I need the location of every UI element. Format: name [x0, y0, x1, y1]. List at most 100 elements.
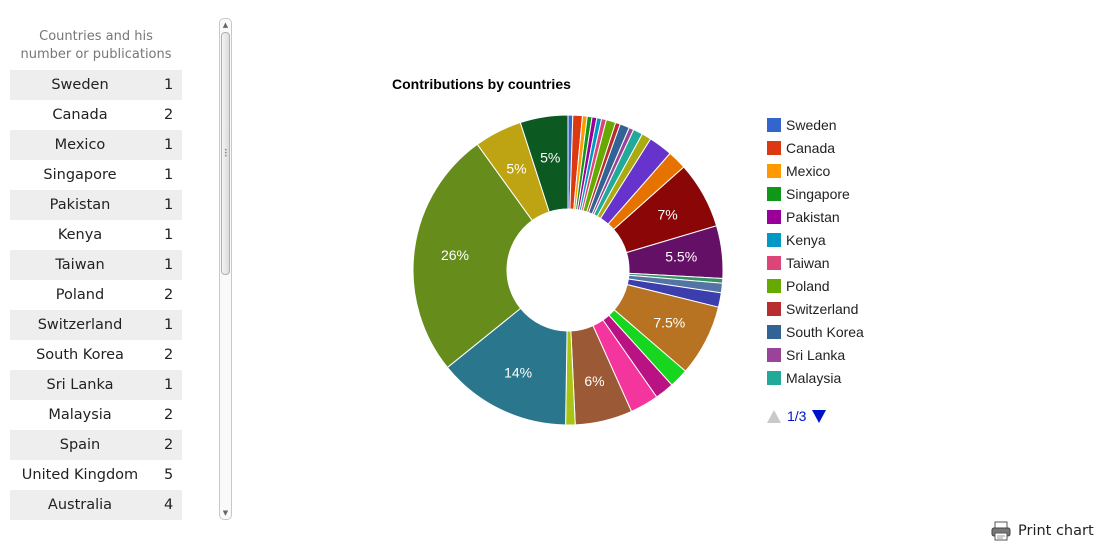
- pager-prev-icon[interactable]: [767, 409, 781, 423]
- country-name: Kenya: [57, 227, 103, 243]
- pager-label: 1/3: [787, 408, 807, 424]
- legend-item[interactable]: Poland: [767, 274, 864, 297]
- slice-label: 5%: [540, 149, 560, 165]
- scroll-down-icon[interactable]: ▼: [222, 509, 229, 517]
- legend-item[interactable]: Kenya: [767, 228, 864, 251]
- legend-swatch: [767, 209, 781, 224]
- legend-swatch: [767, 278, 781, 293]
- legend-label: Canada: [786, 139, 836, 156]
- country-name: Singapore: [43, 167, 117, 183]
- table-row: Sweden 1: [10, 70, 182, 100]
- publication-count: 2: [164, 107, 174, 123]
- legend-swatch: [767, 186, 781, 201]
- table-row: Poland 2: [10, 280, 182, 310]
- publication-count: 1: [164, 167, 174, 183]
- donut-chart: 7% 5.5% 7.5% 6% 14% 26% 5% 5%: [412, 114, 724, 426]
- legend-label: Sri Lanka: [786, 346, 846, 363]
- table-row: Pakistan 1: [10, 190, 182, 220]
- table-row: South Korea 2: [10, 340, 182, 370]
- slice-label: 5.5%: [665, 249, 697, 265]
- list-scrollbar[interactable]: ▲ • • • ▼: [219, 18, 232, 520]
- country-name: Taiwan: [55, 257, 105, 273]
- country-name: United Kingdom: [21, 467, 139, 483]
- legend-swatch: [767, 301, 781, 316]
- publication-count: 1: [164, 257, 174, 273]
- legend-swatch: [767, 232, 781, 247]
- country-name: Sweden: [51, 77, 109, 93]
- legend-pager: 1/3: [767, 408, 827, 424]
- table-row: Singapore 1: [10, 160, 182, 190]
- print-chart-label: Print chart: [1018, 523, 1094, 539]
- legend-item[interactable]: Sri Lanka: [767, 343, 864, 366]
- table-row: Taiwan 1: [10, 250, 182, 280]
- publication-count: 1: [164, 227, 174, 243]
- legend-item[interactable]: Singapore: [767, 182, 864, 205]
- publication-count: 2: [164, 347, 174, 363]
- legend-item[interactable]: Malaysia: [767, 366, 864, 389]
- scroll-thumb[interactable]: • • •: [221, 32, 230, 275]
- legend-swatch: [767, 255, 781, 270]
- publication-count: 1: [164, 197, 174, 213]
- legend-label: Singapore: [786, 185, 850, 202]
- slice-label: 6%: [584, 373, 604, 389]
- publication-count: 1: [164, 377, 174, 393]
- legend-label: Kenya: [786, 231, 826, 248]
- country-name: South Korea: [36, 347, 124, 363]
- legend-item[interactable]: Pakistan: [767, 205, 864, 228]
- pie-slice[interactable]: [446, 307, 568, 426]
- legend-label: Switzerland: [786, 300, 859, 317]
- chart-legend: Sweden Canada Mexico Singapore Pakistan Kenya…: [767, 113, 864, 389]
- country-list-panel: Countries and his number or publications…: [10, 18, 182, 520]
- chart-title: Contributions by countries: [392, 76, 571, 92]
- legend-item[interactable]: Taiwan: [767, 251, 864, 274]
- slice-label: 7.5%: [653, 314, 685, 330]
- country-name: Canada: [52, 107, 108, 123]
- legend-swatch: [767, 370, 781, 385]
- legend-item[interactable]: Mexico: [767, 159, 864, 182]
- grip-icon: • • •: [224, 147, 228, 160]
- publication-count: 5: [164, 467, 174, 483]
- country-name: Pakistan: [49, 197, 111, 213]
- country-name: Australia: [47, 497, 113, 513]
- pie-slice[interactable]: [412, 143, 533, 369]
- print-chart-button[interactable]: Print chart: [990, 520, 1094, 542]
- panel-title: Countries and his number or publications: [20, 29, 172, 62]
- legend-label: Poland: [786, 277, 830, 294]
- country-name: Poland: [55, 287, 105, 303]
- legend-item[interactable]: Canada: [767, 136, 864, 159]
- pager-next-icon[interactable]: [812, 409, 827, 423]
- country-name: Malaysia: [48, 407, 112, 423]
- legend-item[interactable]: Switzerland: [767, 297, 864, 320]
- country-table: Sweden 1 Canada 2 Mexico 1 Singapore 1 Pakistan 1…: [10, 70, 182, 520]
- table-row: Spain 2: [10, 430, 182, 460]
- publication-count: 2: [164, 437, 174, 453]
- legend-swatch: [767, 117, 781, 132]
- publication-count: 1: [164, 77, 174, 93]
- legend-swatch: [767, 347, 781, 362]
- publication-count: 2: [164, 407, 174, 423]
- table-row: Kenya 1: [10, 220, 182, 250]
- pie-slice[interactable]: [519, 114, 569, 213]
- printer-icon: [991, 521, 1011, 541]
- table-row: Australia 4: [10, 490, 182, 520]
- country-name: Spain: [59, 437, 101, 453]
- table-row: Sri Lanka 1: [10, 370, 182, 400]
- legend-label: South Korea: [786, 323, 864, 340]
- slice-label: 5%: [506, 160, 526, 176]
- scroll-up-icon[interactable]: ▲: [222, 21, 229, 29]
- legend-label: Malaysia: [786, 369, 842, 386]
- table-row: United Kingdom 5: [10, 460, 182, 490]
- legend-item[interactable]: Sweden: [767, 113, 864, 136]
- legend-swatch: [767, 140, 781, 155]
- slice-label: 7%: [657, 207, 677, 223]
- publication-count: 1: [164, 137, 174, 153]
- legend-label: Mexico: [786, 162, 831, 179]
- publication-count: 1: [164, 317, 174, 333]
- publication-count: 2: [164, 287, 174, 303]
- country-name: Switzerland: [37, 317, 123, 333]
- legend-label: Taiwan: [786, 254, 830, 271]
- slice-label: 14%: [504, 364, 532, 380]
- table-row: Canada 2: [10, 100, 182, 130]
- legend-item[interactable]: South Korea: [767, 320, 864, 343]
- publication-count: 4: [164, 497, 174, 513]
